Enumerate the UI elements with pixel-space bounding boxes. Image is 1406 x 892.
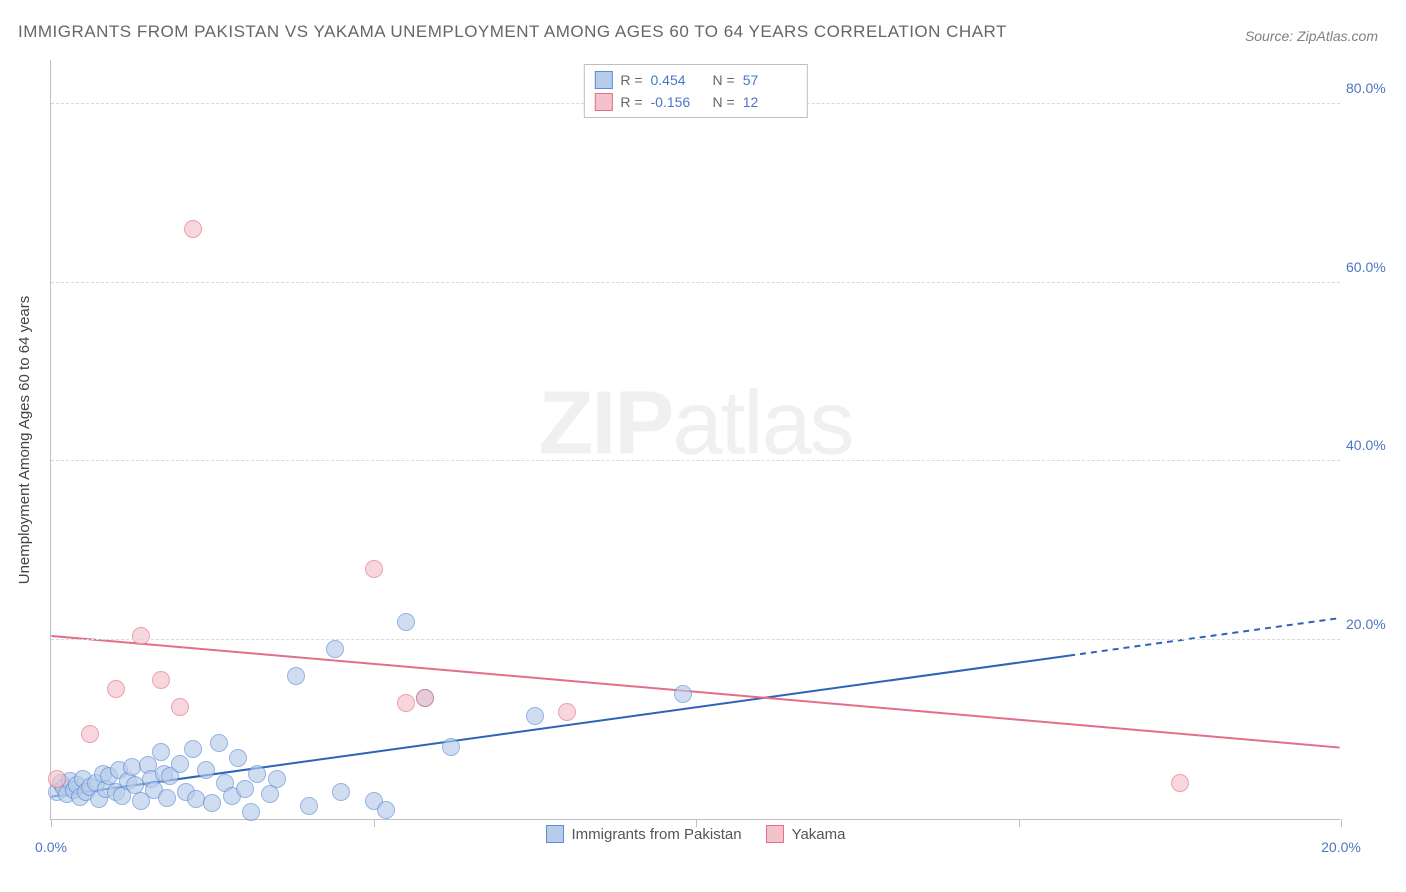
data-point	[442, 738, 460, 756]
y-tick-label: 40.0%	[1346, 437, 1398, 453]
x-tick	[374, 819, 375, 827]
y-tick-label: 20.0%	[1346, 616, 1398, 632]
scatter-chart: ZIPatlas R = 0.454 N = 57 R = -0.156 N =…	[50, 60, 1340, 820]
data-point	[287, 667, 305, 685]
trend-lines	[51, 60, 1340, 819]
source-attribution: Source: ZipAtlas.com	[1245, 28, 1378, 44]
data-point	[171, 755, 189, 773]
swatch-series-a	[594, 71, 612, 89]
legend-item-series-b: Yakama	[766, 825, 846, 843]
data-point	[158, 789, 176, 807]
data-point	[152, 671, 170, 689]
data-point	[365, 560, 383, 578]
x-tick	[696, 819, 697, 827]
data-point	[526, 707, 544, 725]
data-point	[229, 749, 247, 767]
data-point	[48, 770, 66, 788]
data-point	[171, 698, 189, 716]
data-point	[300, 797, 318, 815]
x-tick-label: 0.0%	[35, 839, 67, 855]
data-point	[184, 220, 202, 238]
x-tick	[1019, 819, 1020, 827]
x-tick	[51, 819, 52, 827]
data-point	[268, 770, 286, 788]
data-point	[210, 734, 228, 752]
data-point	[152, 743, 170, 761]
x-tick-label: 20.0%	[1321, 839, 1361, 855]
data-point	[197, 761, 215, 779]
legend-row-series-b: R = -0.156 N = 12	[594, 91, 796, 113]
y-tick-label: 80.0%	[1346, 80, 1398, 96]
swatch-series-a	[546, 825, 564, 843]
data-point	[377, 801, 395, 819]
gridline	[51, 282, 1340, 283]
data-point	[674, 685, 692, 703]
data-point	[242, 803, 260, 821]
data-point	[558, 703, 576, 721]
data-point	[184, 740, 202, 758]
legend-item-series-a: Immigrants from Pakistan	[546, 825, 742, 843]
gridline	[51, 639, 1340, 640]
legend-row-series-a: R = 0.454 N = 57	[594, 69, 796, 91]
series-legend: Immigrants from Pakistan Yakama	[546, 825, 846, 843]
data-point	[123, 758, 141, 776]
data-point	[416, 689, 434, 707]
y-axis-label: Unemployment Among Ages 60 to 64 years	[16, 296, 33, 585]
correlation-legend: R = 0.454 N = 57 R = -0.156 N = 12	[583, 64, 807, 118]
data-point	[81, 725, 99, 743]
data-point	[397, 613, 415, 631]
data-point	[236, 780, 254, 798]
swatch-series-b	[594, 93, 612, 111]
data-point	[1171, 774, 1189, 792]
x-tick	[1341, 819, 1342, 827]
data-point	[326, 640, 344, 658]
data-point	[332, 783, 350, 801]
swatch-series-b	[766, 825, 784, 843]
data-point	[397, 694, 415, 712]
chart-title: IMMIGRANTS FROM PAKISTAN VS YAKAMA UNEMP…	[18, 22, 1007, 42]
data-point	[132, 627, 150, 645]
gridline	[51, 460, 1340, 461]
data-point	[248, 765, 266, 783]
data-point	[187, 790, 205, 808]
data-point	[107, 680, 125, 698]
y-tick-label: 60.0%	[1346, 259, 1398, 275]
data-point	[203, 794, 221, 812]
